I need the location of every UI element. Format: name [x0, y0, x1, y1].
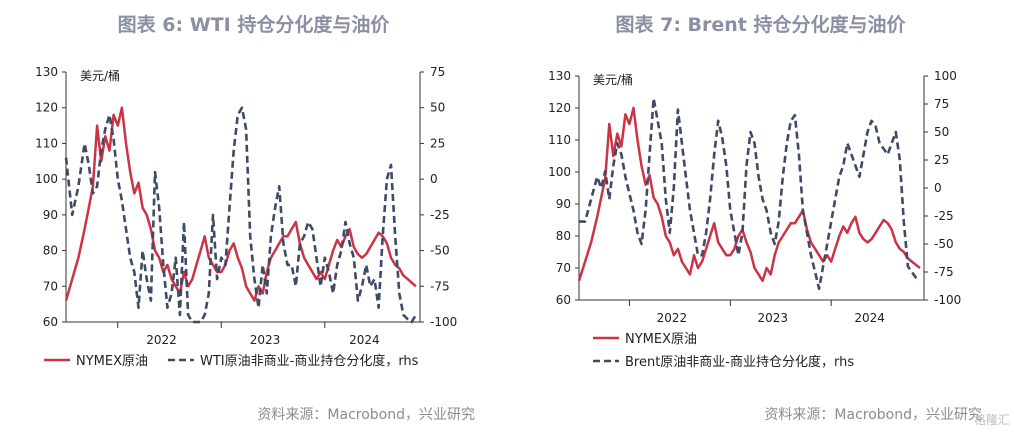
y-left-tick-label: 60: [43, 315, 58, 329]
watermark: 格隆汇: [973, 413, 1010, 427]
y-right-tick-label: 75: [934, 97, 949, 111]
x-tick-label: 2023: [757, 311, 788, 325]
y-left-tick-label: 110: [35, 136, 58, 150]
y-right-tick-label: -25: [934, 209, 954, 223]
plot-frame: [578, 76, 925, 301]
chart-panel-wti: 图表 6: WTI 持仓分化度与油价 130 120 110 100 90 80 70 60 …: [35, 14, 475, 423]
y-axis-right-labels: 75 50 25 0 -25 -50 -75 -100: [430, 65, 457, 329]
legend: NYMEX原油 WTI原油非商业-商业持仓分化度，rhs: [44, 353, 419, 369]
source-note: 资料来源：Macrobond，兴业研究: [257, 407, 475, 423]
y-right-tick-label: -100: [934, 293, 961, 307]
x-axis-labels: 2022 2023 2024: [657, 311, 885, 325]
y-right-tick-label: 100: [934, 69, 957, 83]
y-right-tick-label: 75: [430, 65, 445, 79]
series-line-nymex: [577, 106, 921, 283]
y-right-tick-label: 0: [430, 172, 438, 186]
y-unit-label: 美元/桶: [80, 68, 120, 83]
plot-frame: [65, 72, 421, 323]
legend-label: NYMEX原油: [625, 332, 697, 347]
y-axis-right-labels: 100 75 50 25 0 -25 -50 -75 -100: [934, 69, 961, 307]
x-tick-label: 2023: [250, 333, 281, 347]
chart-title-wti: 图表 6: WTI 持仓分化度与油价: [117, 14, 390, 36]
y-left-tick-label: 80: [556, 229, 571, 243]
y-left-tick-label: 100: [548, 165, 571, 179]
y-left-tick-label: 130: [548, 69, 571, 83]
y-left-tick-label: 80: [43, 244, 58, 258]
series-line-positioning: [64, 106, 418, 324]
y-right-tick-label: -50: [430, 244, 450, 258]
series-lines: [64, 106, 418, 324]
y-left-tick-label: 120: [35, 101, 58, 115]
axis-ticks: [575, 75, 928, 306]
x-tick-label: 2024: [854, 311, 885, 325]
y-right-tick-label: 50: [934, 125, 949, 139]
y-left-tick-label: 130: [35, 65, 58, 79]
y-left-tick-label: 70: [43, 279, 58, 293]
legend-label: WTI原油非商业-商业持仓分化度，rhs: [200, 353, 419, 369]
y-axis-left-labels: 130 120 110 100 90 80 70 60: [548, 69, 571, 307]
y-left-tick-label: 100: [35, 172, 58, 186]
y-left-tick-label: 90: [43, 208, 58, 222]
y-left-tick-label: 90: [556, 197, 571, 211]
y-right-tick-label: 0: [934, 181, 942, 195]
y-axis-left-labels: 130 120 110 100 90 80 70 60: [35, 65, 58, 329]
y-left-tick-label: 120: [548, 101, 571, 115]
source-note: 资料来源：Macrobond，兴业研究: [764, 407, 982, 423]
y-right-tick-label: -75: [430, 279, 450, 293]
chart-svg-brent: 130 120 110 100 90 80 70 60 100 75 50 25 0 -25 -50 -75…: [548, 69, 961, 370]
chart-title-brent: 图表 7: Brent 持仓分化度与油价: [615, 14, 906, 36]
x-tick-label: 2022: [657, 311, 688, 325]
y-right-tick-label: -75: [934, 265, 954, 279]
y-left-tick-label: 110: [548, 133, 571, 147]
chart-svg-wti: 130 120 110 100 90 80 70 60 75 50 25 0 -25 -50 -75 -10…: [35, 65, 457, 369]
x-tick-label: 2022: [146, 333, 177, 347]
series-line-nymex: [64, 106, 417, 302]
legend: NYMEX原油 Brent原油非商业-商业持仓分化度，rhs: [593, 332, 854, 370]
x-tick-label: 2024: [349, 333, 380, 347]
y-left-tick-label: 70: [556, 261, 571, 275]
y-right-tick-label: 25: [430, 136, 445, 150]
series-line-positioning: [579, 97, 921, 291]
axis-ticks: [62, 71, 424, 328]
legend-label: NYMEX原油: [76, 354, 148, 369]
legend-label: Brent原油非商业-商业持仓分化度，rhs: [625, 354, 854, 370]
chart-panel-brent: 图表 7: Brent 持仓分化度与油价 130 120 110 100 90 80 70 6…: [507, 0, 1014, 434]
y-left-tick-label: 60: [556, 293, 571, 307]
series-lines: [577, 97, 921, 291]
y-right-tick-label: -100: [430, 315, 457, 329]
x-axis-labels: 2022 2023 2024: [146, 333, 379, 347]
y-unit-label: 美元/桶: [593, 72, 633, 87]
y-right-tick-label: 50: [430, 101, 445, 115]
y-right-tick-label: 25: [934, 153, 949, 167]
y-right-tick-label: -25: [430, 208, 450, 222]
y-right-tick-label: -50: [934, 237, 954, 251]
